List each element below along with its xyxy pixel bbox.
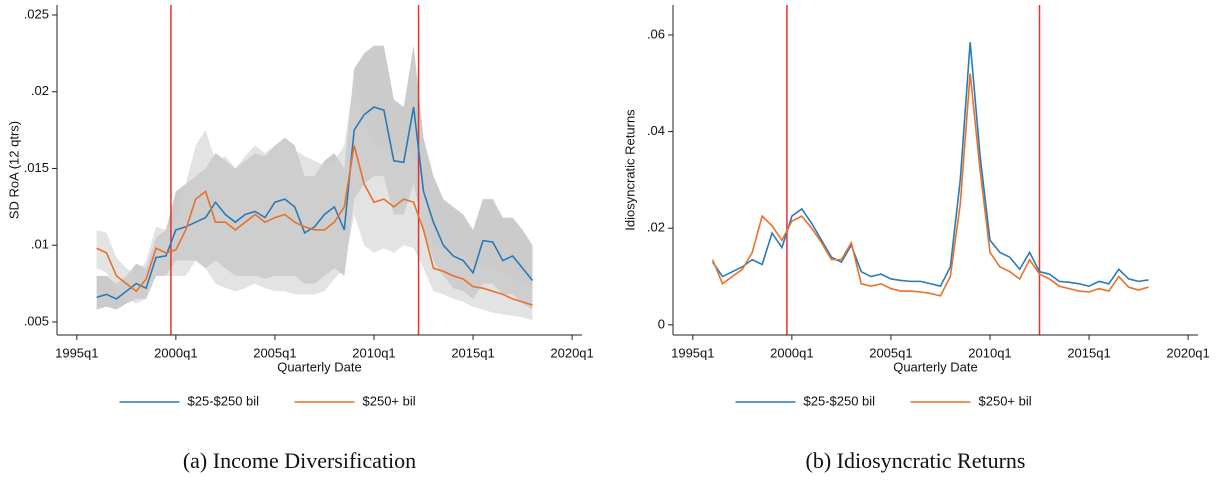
data-line <box>96 106 534 300</box>
x-tick-label: 2015q1 <box>1067 345 1110 360</box>
x-tick-label: 2015q1 <box>451 345 494 360</box>
data-line <box>711 42 1149 288</box>
panel: 0 .02 .04 .06 1995q1 2000q1 2005q1 2010q1 2015q1… <box>622 5 1210 473</box>
y-tick-label: .01 <box>31 237 49 252</box>
x-tick-label: 2020q1 <box>1166 345 1209 360</box>
y-tick-label: .06 <box>647 26 665 41</box>
caption: (b) Idiosyncratic Returns <box>806 448 1026 473</box>
confidence-band <box>96 76 533 321</box>
x-axis-title: Quarterly Date <box>893 359 978 374</box>
y-tick-label: .005 <box>24 313 49 328</box>
y-tick-label: .04 <box>647 123 665 138</box>
legend-label: $25-$250 bil <box>188 393 260 408</box>
x-tick-label: 2010q1 <box>968 345 1011 360</box>
x-tick-label: 2020q1 <box>550 345 593 360</box>
legend-label: $25-$250 bil <box>804 393 876 408</box>
y-axis-title: Idiosyncratic Returns <box>622 109 637 231</box>
y-tick-label: .025 <box>24 6 49 21</box>
caption: (a) Income Diversification <box>183 448 416 473</box>
panel: .005 .01 .015 .02 .025 1995q1 2000q1 2005q1 2010… <box>6 5 594 473</box>
y-tick-label: .02 <box>31 83 49 98</box>
x-tick-label: 2005q1 <box>869 345 912 360</box>
x-tick-label: 1995q1 <box>55 345 98 360</box>
legend-label: $250+ bil <box>979 393 1032 408</box>
data-line <box>711 73 1149 297</box>
y-tick-label: 0 <box>658 316 665 331</box>
x-tick-label: 2000q1 <box>154 345 197 360</box>
y-tick-label: .02 <box>647 220 665 235</box>
data-line <box>96 145 533 306</box>
x-tick-label: 1995q1 <box>671 345 714 360</box>
x-tick-label: 2010q1 <box>352 345 395 360</box>
x-tick-label: 2000q1 <box>770 345 813 360</box>
x-axis-title: Quarterly Date <box>277 359 362 374</box>
x-tick-label: 2005q1 <box>253 345 296 360</box>
y-axis-title: SD RoA (12 qtrs) <box>6 121 21 219</box>
y-tick-label: .015 <box>24 160 49 175</box>
legend-label: $250+ bil <box>363 393 416 408</box>
